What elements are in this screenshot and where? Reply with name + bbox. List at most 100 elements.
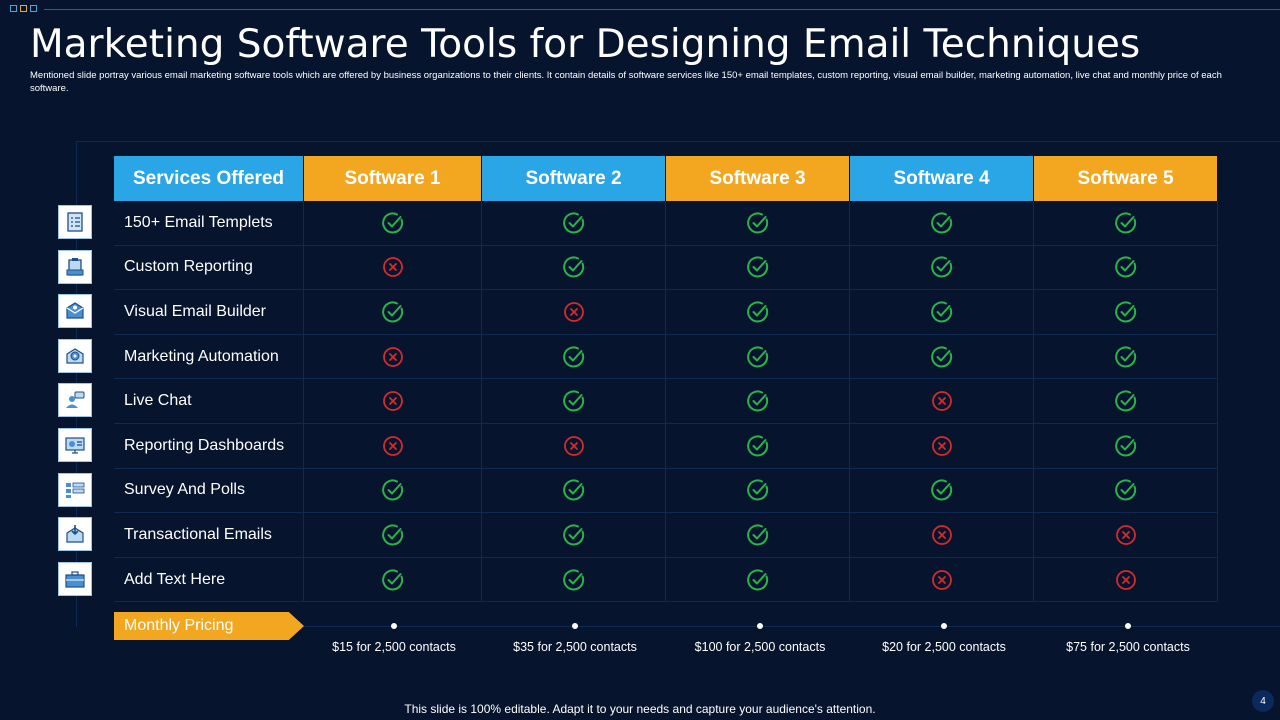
pricing-dot bbox=[941, 623, 947, 629]
check-icon bbox=[1034, 334, 1218, 379]
service-label: Add Text Here bbox=[114, 557, 304, 602]
check-icon bbox=[666, 290, 850, 334]
cross-icon bbox=[304, 379, 482, 423]
cross-icon bbox=[850, 557, 1034, 602]
check-icon bbox=[482, 468, 666, 513]
check-icon bbox=[1034, 468, 1218, 513]
check-icon bbox=[850, 201, 1034, 245]
check-icon bbox=[666, 557, 850, 602]
service-label: Custom Reporting bbox=[114, 245, 304, 290]
comparison-table: Services Offered Software 1 Software 2 S… bbox=[114, 156, 1218, 603]
table-header-row: Services Offered Software 1 Software 2 S… bbox=[114, 156, 1218, 201]
inbox-download-icon bbox=[58, 517, 92, 552]
cross-icon bbox=[850, 513, 1034, 557]
check-icon bbox=[482, 201, 666, 245]
cross-icon bbox=[304, 245, 482, 290]
check-icon bbox=[1034, 290, 1218, 334]
check-icon bbox=[850, 334, 1034, 379]
header-software-2: Software 2 bbox=[482, 156, 666, 201]
price-value: $75 for 2,500 contacts bbox=[1066, 640, 1190, 654]
cross-icon bbox=[850, 379, 1034, 423]
check-icon bbox=[482, 557, 666, 602]
table-body: 150+ Email Templets Custom Reporting Visua… bbox=[114, 201, 1218, 603]
cross-icon bbox=[482, 290, 666, 334]
check-icon bbox=[482, 334, 666, 379]
check-icon bbox=[304, 557, 482, 602]
cross-icon bbox=[850, 423, 1034, 468]
check-icon bbox=[1034, 423, 1218, 468]
table-row: Transactional Emails bbox=[114, 513, 1218, 558]
check-icon bbox=[304, 290, 482, 334]
check-icon bbox=[482, 379, 666, 423]
header-software-3: Software 3 bbox=[666, 156, 850, 201]
table-row: Custom Reporting bbox=[114, 245, 1218, 291]
monthly-pricing-label: Monthly Pricing bbox=[114, 612, 304, 640]
cross-icon bbox=[304, 423, 482, 468]
monitor-dashboard-icon bbox=[58, 427, 92, 462]
survey-list-icon bbox=[58, 472, 92, 507]
service-label: Survey And Polls bbox=[114, 468, 304, 513]
check-icon bbox=[304, 513, 482, 557]
table-row: Live Chat bbox=[114, 379, 1218, 424]
check-icon bbox=[1034, 379, 1218, 423]
check-icon bbox=[850, 245, 1034, 290]
cross-icon bbox=[482, 423, 666, 468]
service-label: 150+ Email Templets bbox=[114, 201, 304, 245]
cross-icon bbox=[1034, 513, 1218, 557]
top-rule bbox=[44, 9, 1280, 10]
price-value: $20 for 2,500 contacts bbox=[882, 640, 1006, 654]
check-icon bbox=[482, 245, 666, 290]
table-row: Reporting Dashboards bbox=[114, 423, 1218, 469]
price-value: $100 for 2,500 contacts bbox=[694, 640, 826, 654]
price-value: $35 for 2,500 contacts bbox=[513, 640, 637, 654]
pricing-dot bbox=[391, 623, 397, 629]
pricing-dot bbox=[572, 623, 578, 629]
table-row: Add Text Here bbox=[114, 557, 1218, 603]
slide-title: Marketing Software Tools for Designing E… bbox=[30, 22, 1141, 67]
page-number: 4 bbox=[1252, 690, 1274, 712]
service-label: Visual Email Builder bbox=[114, 290, 304, 334]
check-icon bbox=[666, 379, 850, 423]
check-icon bbox=[666, 245, 850, 290]
slide-footer: This slide is 100% editable. Adapt it to… bbox=[404, 702, 876, 716]
header-services-offered: Services Offered bbox=[114, 156, 304, 201]
clipboard-report-icon bbox=[58, 249, 92, 284]
check-icon bbox=[666, 513, 850, 557]
service-label: Reporting Dashboards bbox=[114, 423, 304, 468]
pricing-line bbox=[304, 626, 1280, 627]
check-icon bbox=[666, 423, 850, 468]
check-icon bbox=[482, 513, 666, 557]
check-icon bbox=[850, 468, 1034, 513]
check-icon bbox=[1034, 245, 1218, 290]
check-icon bbox=[304, 468, 482, 513]
check-icon bbox=[666, 201, 850, 245]
check-icon bbox=[666, 334, 850, 379]
email-gear-icon bbox=[58, 338, 92, 373]
service-icon-column bbox=[58, 205, 92, 606]
service-label: Transactional Emails bbox=[114, 513, 304, 557]
header-software-5: Software 5 bbox=[1034, 156, 1218, 201]
check-icon bbox=[304, 201, 482, 245]
envelope-icon bbox=[58, 294, 92, 329]
check-icon bbox=[1034, 201, 1218, 245]
table-row: 150+ Email Templets bbox=[114, 201, 1218, 246]
pricing-dot bbox=[757, 623, 763, 629]
table-row: Survey And Polls bbox=[114, 468, 1218, 514]
briefcase-icon bbox=[58, 561, 92, 596]
table-row: Visual Email Builder bbox=[114, 290, 1218, 335]
chat-person-icon bbox=[58, 383, 92, 418]
checklist-icon bbox=[58, 205, 92, 239]
service-label: Marketing Automation bbox=[114, 334, 304, 379]
slide-subtitle: Mentioned slide portray various email ma… bbox=[30, 70, 1222, 94]
table-row: Marketing Automation bbox=[114, 334, 1218, 380]
check-icon bbox=[850, 290, 1034, 334]
header-software-4: Software 4 bbox=[850, 156, 1034, 201]
check-icon bbox=[666, 468, 850, 513]
corner-decoration bbox=[10, 5, 37, 12]
header-software-1: Software 1 bbox=[304, 156, 482, 201]
price-value: $15 for 2,500 contacts bbox=[332, 640, 456, 654]
cross-icon bbox=[1034, 557, 1218, 602]
service-label: Live Chat bbox=[114, 379, 304, 423]
cross-icon bbox=[304, 334, 482, 379]
pricing-dot bbox=[1125, 623, 1131, 629]
